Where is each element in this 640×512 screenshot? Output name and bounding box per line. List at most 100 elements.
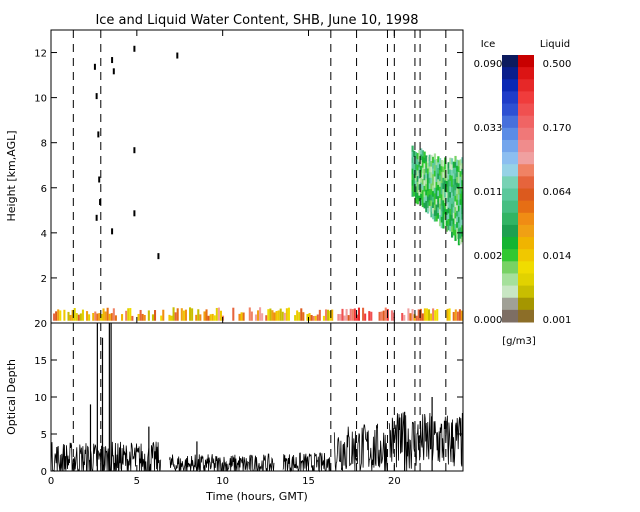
optical-depth-axis-label: Optical Depth: [5, 359, 18, 435]
cloud-cell: [97, 131, 100, 138]
cloud-cell: [428, 194, 431, 201]
cloud-cell: [452, 206, 455, 213]
cloud-cell: [277, 310, 280, 321]
cloud-cell: [425, 155, 428, 162]
cloud-cell: [433, 215, 437, 222]
cloud-cell: [440, 205, 443, 212]
cloud-cell: [461, 168, 464, 175]
height-axis-label: Height [km,AGL]: [5, 130, 18, 221]
cloud-cell: [452, 229, 455, 236]
cloud-cell: [435, 215, 438, 222]
cloud-cell: [459, 170, 462, 177]
cloud-cell: [458, 309, 461, 321]
cloud-cell: [442, 182, 445, 190]
cloud-cell: [403, 314, 406, 321]
ice-color-swatch: [502, 115, 518, 129]
cloud-cell: [437, 201, 440, 208]
cloud-cell: [444, 202, 447, 209]
cloud-cell: [457, 205, 461, 212]
cloud-cell: [351, 309, 354, 321]
cloud-cell: [456, 210, 459, 217]
cloud-cell: [433, 153, 437, 160]
cloud-cell: [414, 163, 418, 170]
cloud-cell: [447, 179, 450, 186]
cloud-cell: [98, 176, 101, 183]
cloud-cell: [324, 309, 328, 321]
liquid-scale-label: 0.014: [543, 251, 572, 262]
cloud-cell: [121, 314, 124, 321]
cloud-cell: [174, 312, 177, 321]
cloud-cell: [428, 182, 431, 190]
cloud-cell: [428, 154, 431, 161]
cloud-cell: [445, 219, 449, 227]
cloud-cell: [452, 189, 455, 196]
cloud-cell: [437, 167, 440, 174]
cloud-cell: [413, 184, 416, 191]
cloud-cell: [423, 174, 426, 181]
cloud-cell: [450, 220, 454, 227]
cloud-cell: [416, 164, 419, 171]
cloud-cell: [416, 175, 419, 182]
height-tick-label: 8: [41, 139, 47, 150]
cloud-cell: [420, 193, 423, 200]
cloud-cell: [411, 185, 414, 192]
cloud-cell: [418, 161, 421, 168]
cloud-cell: [197, 309, 200, 321]
ice-color-swatch: [502, 285, 518, 299]
cloud-cell: [425, 183, 428, 190]
ice-scale-label: 0.033: [474, 123, 503, 134]
cloud-cell: [131, 315, 134, 321]
cloud-cell: [445, 186, 449, 193]
cloud-cell: [459, 226, 462, 234]
cloud-cell: [430, 205, 433, 212]
time-ticks: 0 5 10 15 20: [48, 465, 401, 487]
cloud-cell: [420, 182, 423, 189]
cloud-cell: [435, 181, 438, 188]
cloud-cell: [425, 161, 428, 168]
height-tick-label: 4: [41, 229, 47, 240]
cloud-cell: [215, 307, 218, 321]
cloud-cell: [416, 181, 419, 188]
liquid-color-swatch: [518, 237, 534, 250]
cloud-cell: [449, 163, 452, 170]
ice-scale-label: 0.011: [474, 187, 503, 198]
cloud-cell: [81, 309, 84, 321]
cloud-cell: [312, 316, 315, 321]
cloud-cell: [189, 307, 192, 321]
cloud-cell: [444, 191, 447, 198]
liquid-color-swatch: [518, 212, 534, 226]
cloud-cell: [452, 195, 455, 202]
cloud-cell: [425, 200, 428, 207]
cloud-cell: [92, 312, 95, 321]
cloud-cell: [428, 188, 431, 195]
cloud-cell: [416, 192, 419, 199]
liquid-color-swatch: [518, 103, 534, 117]
cloud-cell: [77, 314, 80, 321]
cloud-cell: [418, 155, 421, 162]
cloud-cell: [459, 204, 462, 211]
cloud-cell: [331, 309, 334, 321]
time-axis-label: Time (hours, GMT): [205, 490, 308, 503]
cloud-cell: [457, 160, 461, 167]
cloud-cell: [428, 171, 431, 178]
cloud-cell: [362, 307, 365, 321]
cloud-cell: [449, 202, 452, 209]
colorbar-ice-label: Ice: [481, 39, 496, 50]
cloud-cell: [211, 313, 214, 321]
cloud-cell: [433, 192, 437, 200]
cloud-cell: [433, 181, 437, 188]
cloud-cell: [421, 200, 425, 208]
cloud-cell: [279, 308, 282, 321]
cloud-cell: [445, 169, 449, 176]
cloud-cell: [444, 174, 447, 181]
time-tick-label: 10: [216, 476, 229, 487]
cloud-cell: [457, 222, 461, 229]
cloud-cell: [444, 219, 447, 226]
cloud-cell: [459, 210, 462, 217]
cloud-cell: [428, 177, 431, 184]
cloud-cell: [433, 209, 437, 216]
liquid-color-swatch: [518, 224, 534, 238]
cloud-cell: [454, 172, 457, 179]
cloud-cell: [445, 203, 449, 210]
cloud-cell: [413, 167, 416, 174]
